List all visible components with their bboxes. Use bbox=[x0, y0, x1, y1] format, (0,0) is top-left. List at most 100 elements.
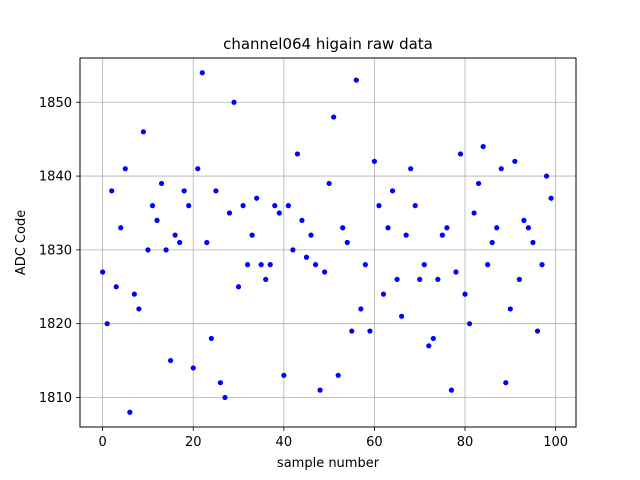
data-point bbox=[448, 387, 455, 393]
data-point bbox=[226, 210, 233, 216]
data-point bbox=[534, 328, 541, 334]
data-point bbox=[480, 143, 486, 150]
data-point bbox=[131, 291, 137, 297]
data-point bbox=[344, 239, 350, 246]
data-point bbox=[244, 262, 251, 268]
data-point bbox=[235, 284, 242, 290]
data-point bbox=[403, 232, 409, 238]
data-point bbox=[516, 276, 522, 282]
data-point bbox=[530, 239, 536, 246]
data-point bbox=[285, 203, 291, 209]
data-point bbox=[353, 77, 359, 83]
data-point bbox=[113, 284, 119, 290]
data-point bbox=[498, 166, 504, 172]
data-point bbox=[358, 306, 364, 312]
data-point bbox=[145, 247, 151, 253]
data-point bbox=[231, 99, 237, 105]
data-point bbox=[118, 225, 124, 231]
data-point bbox=[199, 70, 205, 76]
data-point bbox=[485, 262, 491, 268]
data-point bbox=[177, 239, 183, 246]
data-point bbox=[317, 387, 323, 393]
data-point bbox=[299, 217, 305, 223]
data-point bbox=[181, 188, 187, 194]
data-point bbox=[254, 195, 260, 201]
data-point bbox=[367, 328, 373, 334]
data-point bbox=[158, 180, 165, 187]
data-point bbox=[466, 321, 473, 327]
data-point bbox=[430, 335, 436, 342]
data-point bbox=[190, 365, 196, 371]
data-point bbox=[421, 262, 427, 268]
data-point bbox=[389, 188, 396, 194]
data-point bbox=[136, 306, 142, 312]
data-point bbox=[548, 195, 554, 201]
data-point bbox=[290, 247, 296, 253]
data-point bbox=[340, 225, 346, 231]
data-point bbox=[408, 166, 414, 172]
y-axis-label: ADC Code bbox=[14, 210, 29, 275]
data-point bbox=[362, 262, 368, 268]
y-tick-label: 1820 bbox=[39, 317, 72, 332]
data-point bbox=[240, 203, 246, 209]
x-tick-label: 60 bbox=[366, 435, 383, 450]
data-point bbox=[453, 269, 459, 275]
x-tick-label: 40 bbox=[276, 435, 293, 450]
data-point bbox=[331, 114, 337, 120]
data-point bbox=[204, 239, 210, 246]
data-point bbox=[222, 394, 228, 401]
data-point bbox=[172, 232, 178, 238]
data-point bbox=[276, 210, 282, 216]
data-point bbox=[154, 217, 160, 223]
data-point bbox=[412, 203, 418, 209]
data-point bbox=[249, 232, 255, 238]
data-point bbox=[503, 380, 509, 386]
data-point bbox=[122, 166, 128, 172]
data-point bbox=[308, 232, 314, 238]
data-point bbox=[186, 203, 192, 209]
data-point bbox=[371, 158, 378, 164]
chart-title: channel064 higain raw data bbox=[223, 35, 433, 53]
plot-area-frame bbox=[79, 57, 577, 428]
data-point bbox=[512, 158, 518, 164]
data-point bbox=[507, 306, 513, 312]
x-tick-label: 100 bbox=[543, 435, 568, 450]
data-point bbox=[539, 262, 545, 268]
y-tick-label: 1810 bbox=[39, 391, 72, 406]
data-point bbox=[435, 276, 441, 282]
data-point bbox=[258, 262, 264, 268]
data-point bbox=[263, 276, 269, 282]
data-point bbox=[281, 372, 287, 378]
data-point bbox=[525, 225, 532, 231]
data-point bbox=[439, 232, 445, 238]
data-point bbox=[303, 254, 310, 260]
data-points bbox=[100, 70, 554, 415]
data-point bbox=[444, 225, 450, 231]
data-point bbox=[104, 321, 110, 327]
data-point bbox=[521, 217, 527, 223]
y-tick-label: 1850 bbox=[39, 96, 72, 111]
data-point bbox=[213, 188, 219, 194]
data-point bbox=[426, 343, 432, 349]
data-point bbox=[149, 203, 156, 209]
axis-ticks: 0 20 40 60 80 100 1810 1820 1830 1840 1850 bbox=[39, 96, 568, 450]
data-point bbox=[417, 276, 423, 282]
data-point bbox=[163, 247, 169, 253]
data-point bbox=[543, 173, 550, 179]
grid-lines bbox=[80, 58, 576, 427]
data-point bbox=[312, 262, 319, 268]
x-axis-label: sample number bbox=[277, 456, 380, 471]
data-point bbox=[326, 180, 332, 187]
data-point bbox=[127, 409, 133, 415]
y-tick-label: 1840 bbox=[39, 170, 72, 185]
data-point bbox=[272, 203, 278, 209]
data-point bbox=[195, 166, 201, 172]
data-point bbox=[335, 372, 341, 378]
data-point bbox=[476, 180, 482, 187]
data-point bbox=[109, 188, 115, 194]
data-point bbox=[100, 269, 106, 275]
data-point bbox=[471, 210, 477, 216]
data-point bbox=[294, 151, 301, 157]
x-tick-label: 20 bbox=[185, 435, 202, 450]
